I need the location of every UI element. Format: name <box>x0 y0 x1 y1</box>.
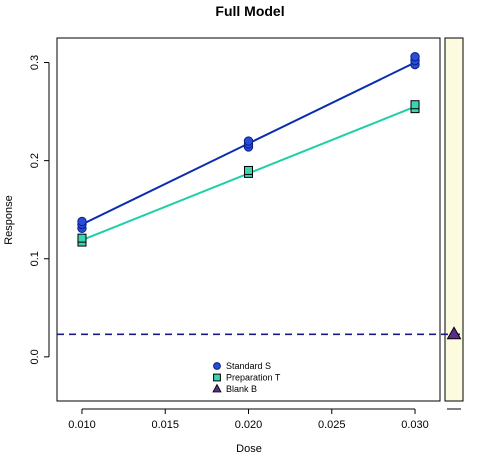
legend-preparation-label: Preparation T <box>226 373 281 383</box>
y-tick-label: 0.1 <box>29 251 41 266</box>
plot-content <box>57 51 463 336</box>
y-axis: 0.0 0.1 0.2 0.3 <box>29 55 50 364</box>
x-tick-label: 0.030 <box>401 419 429 431</box>
preparation-point <box>410 100 420 110</box>
standard-point <box>77 216 87 227</box>
x-tick-label: 0.025 <box>318 419 346 431</box>
y-axis-label: Response <box>3 195 15 245</box>
legend-standard-label: Standard S <box>226 361 271 371</box>
x-axis: 0.010 0.015 0.020 0.025 0.030 <box>68 408 461 431</box>
legend-preparation-marker <box>213 373 221 382</box>
x-tick-label: 0.015 <box>151 419 179 431</box>
plot-frame <box>56 37 441 402</box>
legend-standard-marker <box>213 362 221 370</box>
standard-point <box>410 51 420 62</box>
y-tick-label: 0.2 <box>29 153 41 168</box>
standard-point <box>243 136 254 146</box>
blank-point-triangle <box>446 326 462 340</box>
side-content <box>446 326 462 340</box>
y-tick-label: 0.3 <box>29 55 41 70</box>
legend-blank-label: Blank B <box>226 384 257 394</box>
preparation-point <box>77 233 87 243</box>
x-axis-label: Dose <box>236 443 262 455</box>
x-tick-label: 0.010 <box>68 419 96 431</box>
x-tick-label: 0.020 <box>235 419 263 431</box>
chart-title: Full Model <box>215 3 284 19</box>
legend-blank-marker <box>212 383 222 393</box>
y-tick-label: 0.0 <box>29 349 41 364</box>
preparation-point <box>244 165 253 175</box>
blank-side-panel <box>444 37 464 402</box>
